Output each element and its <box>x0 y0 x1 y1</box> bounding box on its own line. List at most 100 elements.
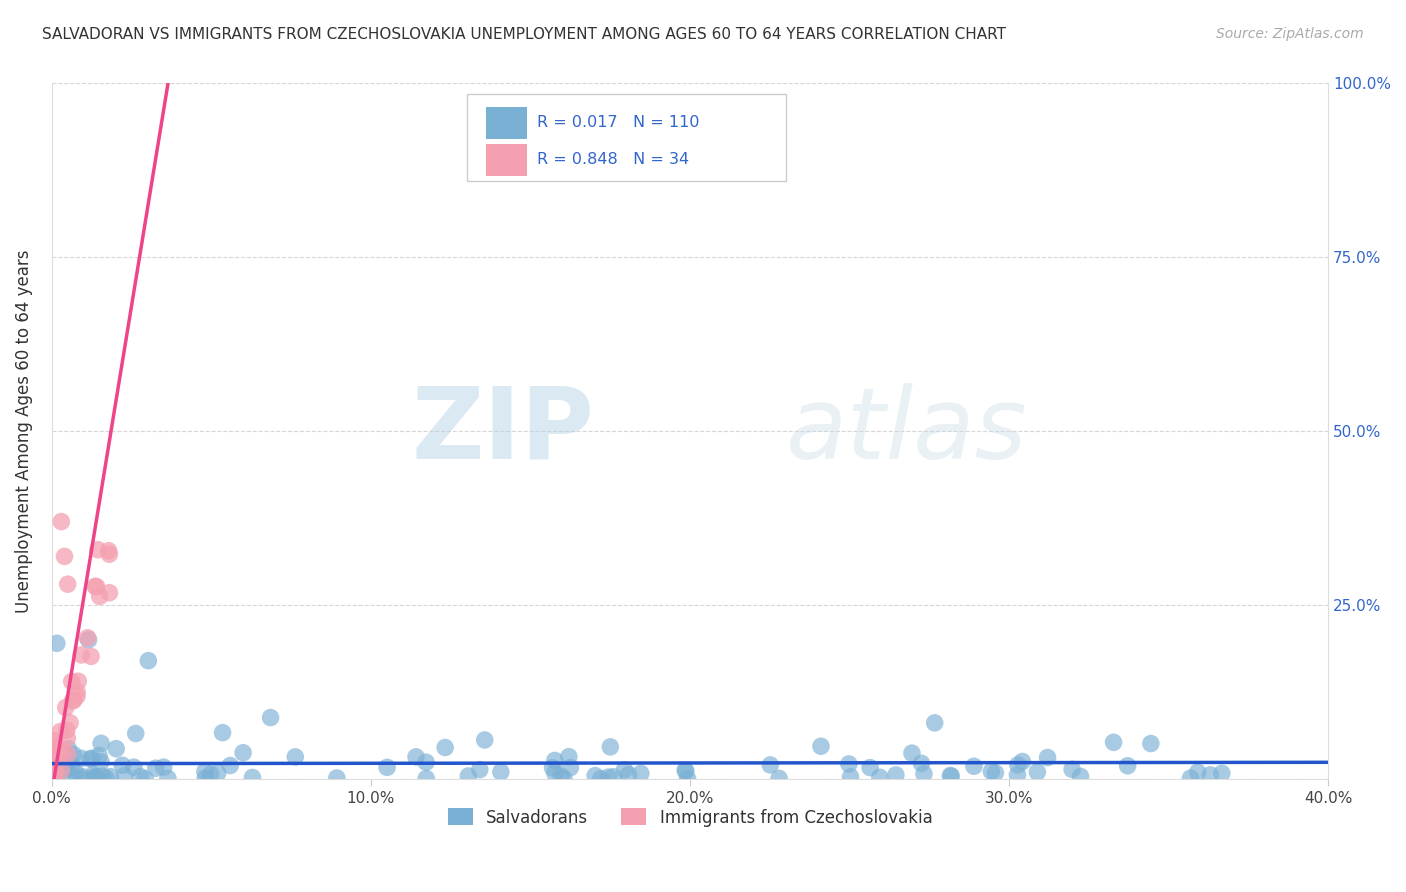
Point <box>105 741 128 756</box>
Point <box>84 579 107 593</box>
Point <box>194 772 217 786</box>
Point <box>49 756 72 770</box>
Point <box>67 674 90 689</box>
Point <box>980 764 1002 779</box>
Point <box>87 748 110 763</box>
Point <box>51 747 73 761</box>
Point <box>1140 737 1163 751</box>
Point <box>984 765 1007 780</box>
Point <box>415 772 437 786</box>
Point <box>1036 750 1059 764</box>
Point <box>375 760 398 774</box>
Point <box>80 649 103 664</box>
Point <box>62 747 84 762</box>
Point <box>1211 766 1233 780</box>
Point <box>152 760 174 774</box>
Text: Source: ZipAtlas.com: Source: ZipAtlas.com <box>1216 27 1364 41</box>
Point <box>489 764 512 779</box>
Point <box>58 742 80 756</box>
Point <box>45 753 67 767</box>
Point <box>82 768 104 782</box>
Point <box>45 636 67 650</box>
Point <box>45 764 67 779</box>
Point <box>60 758 83 772</box>
Point <box>79 752 101 766</box>
Point <box>207 766 229 780</box>
Point <box>457 769 479 783</box>
Text: ZIP: ZIP <box>412 383 595 480</box>
FancyBboxPatch shape <box>467 94 786 181</box>
Point <box>676 772 699 786</box>
Point <box>156 772 179 786</box>
Point <box>544 754 567 768</box>
Point <box>51 515 73 529</box>
Point <box>45 769 67 783</box>
Point <box>51 764 73 778</box>
Point <box>62 694 84 708</box>
Point <box>613 763 636 777</box>
Point <box>63 693 86 707</box>
Point <box>1180 771 1202 785</box>
Point <box>1116 758 1139 772</box>
Point <box>598 770 620 784</box>
Point <box>232 746 254 760</box>
Point <box>963 759 986 773</box>
Point <box>69 751 91 765</box>
Point <box>49 724 72 739</box>
Point <box>259 710 281 724</box>
Point <box>125 726 148 740</box>
Point <box>42 747 65 761</box>
Legend: Salvadorans, Immigrants from Czechoslovakia: Salvadorans, Immigrants from Czechoslova… <box>441 802 939 833</box>
Point <box>1102 735 1125 749</box>
Point <box>924 715 946 730</box>
Point <box>77 632 100 647</box>
Point <box>759 758 782 772</box>
Point <box>468 763 491 777</box>
Point <box>145 761 167 775</box>
Point <box>939 768 962 782</box>
Point <box>111 758 134 772</box>
Point <box>44 734 66 748</box>
Point <box>560 761 582 775</box>
Point <box>194 764 217 779</box>
Point <box>768 772 790 786</box>
Point <box>941 769 963 783</box>
Point <box>83 770 105 784</box>
Point <box>838 756 860 771</box>
Point <box>90 736 112 750</box>
Point <box>60 674 83 689</box>
Point <box>56 763 79 777</box>
Point <box>134 772 156 786</box>
Point <box>1062 762 1084 776</box>
Point <box>56 577 79 591</box>
Point <box>138 654 160 668</box>
Point <box>66 685 89 699</box>
Point <box>434 740 457 755</box>
Point <box>48 740 70 755</box>
Point <box>84 770 107 784</box>
Point <box>1187 765 1209 780</box>
Text: SALVADORAN VS IMMIGRANTS FROM CZECHOSLOVAKIA UNEMPLOYMENT AMONG AGES 60 TO 64 YE: SALVADORAN VS IMMIGRANTS FROM CZECHOSLOV… <box>42 27 1007 42</box>
Point <box>558 749 581 764</box>
Point <box>56 731 79 746</box>
Point <box>44 739 66 753</box>
Point <box>1011 755 1033 769</box>
Point <box>219 758 242 772</box>
Point <box>541 761 564 775</box>
Point <box>55 762 77 776</box>
Point <box>76 631 98 645</box>
Point <box>84 770 107 784</box>
Point <box>405 750 427 764</box>
Point <box>129 770 152 784</box>
Point <box>55 723 77 737</box>
Point <box>72 770 94 784</box>
Point <box>284 749 307 764</box>
Point <box>59 715 82 730</box>
Point <box>602 770 624 784</box>
Point <box>550 769 572 783</box>
Point <box>617 767 640 781</box>
Point <box>583 769 606 783</box>
Point <box>70 772 93 786</box>
Point <box>242 771 264 785</box>
Point <box>200 767 222 781</box>
